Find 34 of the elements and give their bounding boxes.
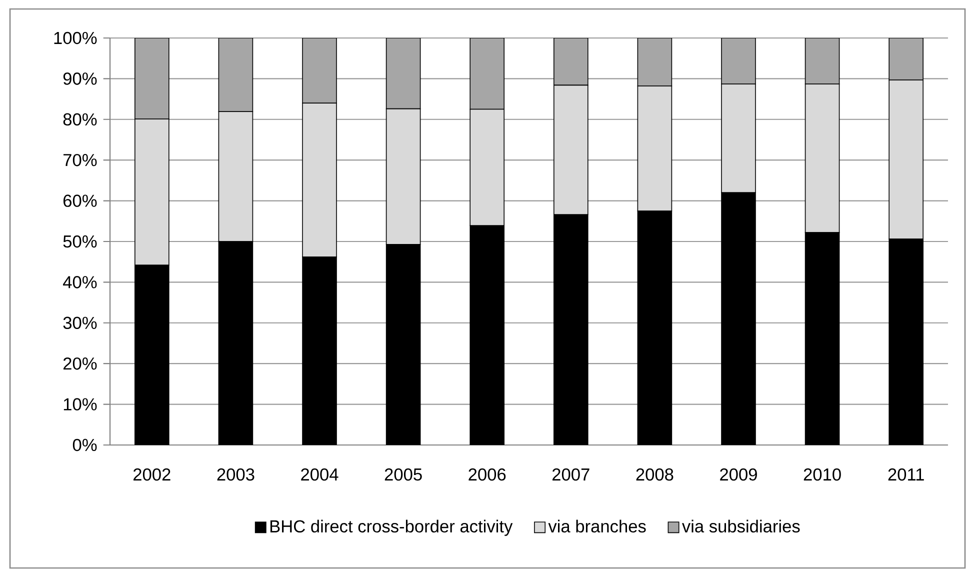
bar — [804, 38, 840, 84]
y-tick-label: 50% — [63, 235, 97, 248]
y-tick-label: 70% — [64, 154, 97, 166]
bar — [554, 38, 588, 86]
bar — [218, 38, 254, 112]
bar — [470, 38, 504, 110]
y-tick-label: 90% — [63, 72, 97, 85]
bar — [637, 38, 672, 86]
y-tick-label: 0% — [72, 438, 97, 452]
legend-label: via branches — [548, 520, 646, 533]
bar — [134, 38, 170, 120]
y-tick-label: 10% — [64, 398, 97, 410]
bar — [721, 38, 756, 84]
y-tick-label: 80% — [63, 113, 97, 126]
bar — [302, 38, 337, 104]
y-tick-label: 20% — [63, 357, 97, 370]
bar — [386, 38, 421, 110]
y-tick-label: 100% — [54, 32, 97, 44]
legend-label: BHC direct cross-border activity — [270, 520, 513, 536]
legend-label: via subsidiaries — [682, 520, 800, 533]
x-tick-label: 2011 — [888, 468, 924, 481]
x-tick-label: 2008 — [636, 468, 674, 481]
x-tick-label: 2003 — [217, 468, 254, 481]
y-tick-label: 40% — [63, 276, 97, 288]
y-tick-label: 60% — [63, 194, 97, 207]
x-tick-label: 2004 — [301, 468, 338, 481]
y-tick-label: 30% — [63, 316, 97, 330]
x-tick-label: 2007 — [552, 468, 590, 481]
x-tick-label: 2006 — [468, 468, 506, 481]
x-tick-label: 2010 — [804, 468, 841, 481]
x-tick-label: 2002 — [134, 468, 170, 481]
bar — [888, 38, 924, 80]
x-tick-label: 2005 — [384, 468, 422, 481]
x-tick-label: 2009 — [720, 468, 757, 481]
